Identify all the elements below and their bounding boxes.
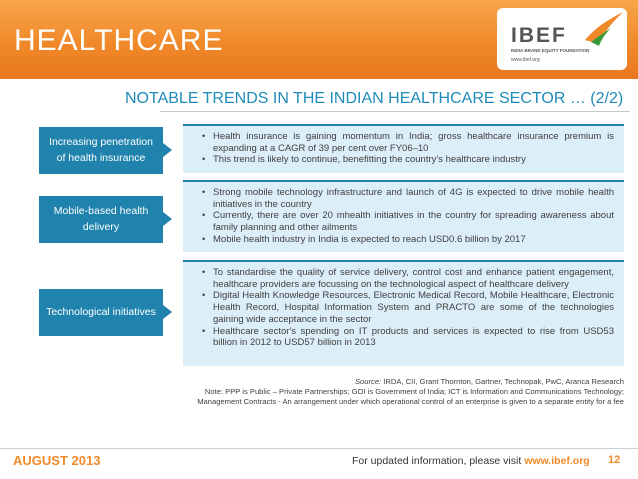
logo-url: www.ibef.org [511, 57, 540, 63]
trend-point: To standardise the quality of service de… [202, 267, 614, 290]
trend-point: Strong mobile technology infrastructure … [202, 187, 614, 210]
page-header-title: HEALTHCARE [14, 24, 224, 57]
trend-point: Health insurance is gaining momentum in … [202, 131, 614, 154]
page-number: 12 [608, 454, 621, 466]
trend-label-box: Increasing penetration of health insuran… [39, 127, 163, 174]
trend-label-box: Technological initiatives [39, 289, 163, 336]
trend-label: Technological initiatives [46, 305, 156, 318]
footer-divider [0, 448, 638, 449]
trend-label: Increasing penetration of health insuran… [49, 136, 153, 164]
trend-label-box: Mobile-based health delivery [39, 196, 163, 243]
source-label: Source: [354, 377, 382, 386]
arrow-icon [163, 212, 172, 226]
bird-icon [585, 12, 623, 46]
footer-info-text: For updated information, please visit [352, 455, 525, 467]
trend-point: Currently, there are over 20 mhealth ini… [202, 210, 614, 233]
arrow-icon [163, 143, 172, 157]
trend-details: To standardise the quality of service de… [183, 260, 624, 366]
trend-point: Digital Health Knowledge Resources, Elec… [202, 290, 614, 325]
ibef-logo[interactable]: IBEF INDIA BRAND EQUITY FOUNDATION www.i… [497, 8, 627, 70]
title-divider [160, 111, 630, 112]
footer-info: For updated information, please visit ww… [352, 455, 590, 467]
logo-subtitle: INDIA BRAND EQUITY FOUNDATION [511, 48, 590, 53]
trend-details: Strong mobile technology infrastructure … [183, 180, 624, 252]
trend-point: Healthcare sector's spending on IT produ… [202, 326, 614, 349]
footer-date: AUGUST 2013 [13, 453, 101, 468]
trend-label: Mobile-based health delivery [53, 205, 149, 233]
trend-point: Mobile health industry in India is expec… [202, 234, 614, 246]
trend-details: Health insurance is gaining momentum in … [183, 124, 624, 173]
note-text: Note: PPP is Public – Private Partnershi… [197, 387, 624, 406]
footer-link[interactable]: www.ibef.org [524, 455, 590, 467]
source-text: IRDA, CII, Grant Thornton, Gartner, Tech… [381, 377, 624, 386]
arrow-icon [163, 305, 172, 319]
logo-wordmark: IBEF [511, 24, 567, 47]
source-note: Source: IRDA, CII, Grant Thornton, Gartn… [160, 377, 624, 407]
trend-point: This trend is likely to continue, benefi… [202, 154, 614, 166]
source-line: Source: IRDA, CII, Grant Thornton, Gartn… [160, 377, 624, 387]
slide-title: NOTABLE TRENDS IN THE INDIAN HEALTHCARE … [125, 90, 624, 107]
